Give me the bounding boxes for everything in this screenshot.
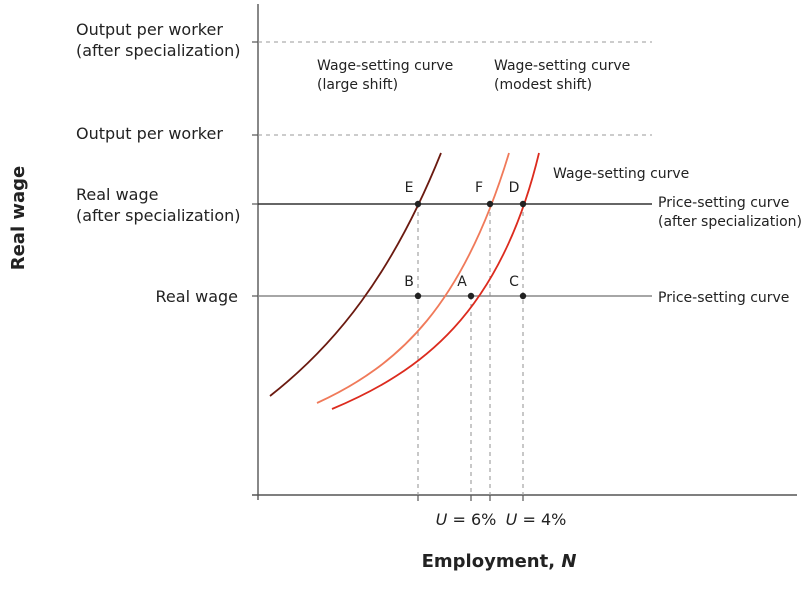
point-F-label: F [475,180,483,196]
ws-modest-label-line1: Wage-setting curve [494,58,630,74]
output-after-label-line2: (after specialization) [76,41,241,60]
wage-setting-curve-modest-shift [316,152,510,404]
wage-after-label-line2: (after specialization) [76,206,241,225]
ws-label: Wage-setting curve [553,166,689,182]
point-E-dot [414,200,422,208]
ps-after-label-line1: Price-setting curve [658,195,789,211]
point-D-dot [519,200,527,208]
output-label: Output per worker [76,124,223,143]
ws-large-label-line2: (large shift) [317,77,398,93]
x-tick-label-u6: U = 6% [436,510,497,529]
ps-label: Price-setting curve [658,290,789,306]
ps-after-label-line2: (after specialization) [658,214,802,230]
point-C-dot [519,292,527,300]
point-D-label: D [509,180,520,196]
point-A-dot [467,292,475,300]
wage-after-label-line1: Real wage [76,185,158,204]
point-E-label: E [405,180,414,196]
output-after-label-line1: Output per worker [76,20,223,39]
wage-setting-curve-large-shift [269,152,442,397]
point-F-dot [486,200,494,208]
ws-large-label-line1: Wage-setting curve [317,58,453,74]
x-tick-label-u4: U = 4% [506,510,567,529]
wage-label: Real wage [156,287,238,306]
point-C-label: C [509,274,519,290]
point-A-label: A [457,274,467,290]
wage-setting-curve [331,152,540,410]
point-B-dot [414,292,422,300]
x-axis-title: Employment, N [422,551,577,572]
point-B-label: B [404,274,414,290]
y-axis-title: Real wage [8,166,29,271]
ws-modest-label-line2: (modest shift) [494,77,592,93]
